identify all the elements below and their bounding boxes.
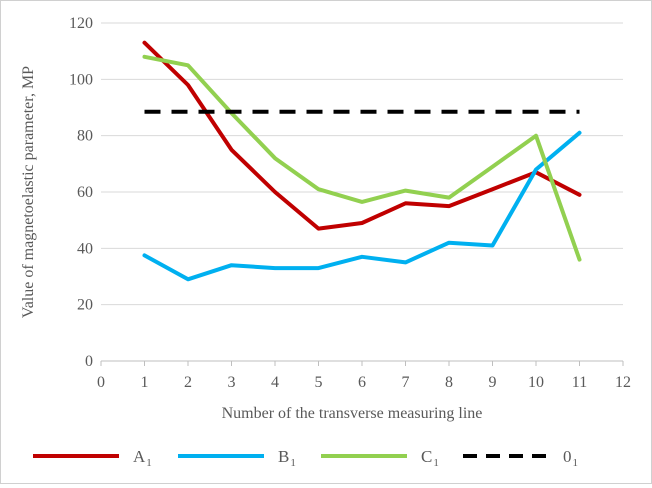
series-line-B1 — [142, 130, 582, 282]
x-tick-label: 7 — [402, 374, 410, 391]
y-axis-label: Value of magnetoelastic parameter, MP — [20, 66, 37, 318]
y-tick-label: 40 — [77, 240, 93, 257]
y-tick-label: 80 — [77, 128, 93, 145]
axis-labels: Value of magnetoelastic parameter, MP Nu… — [20, 66, 482, 422]
legend-label: C1 — [421, 447, 439, 469]
series-line-C1 — [142, 54, 582, 262]
legend-label: B1 — [278, 447, 296, 469]
x-tick-label: 6 — [358, 374, 366, 391]
x-tick-label: 5 — [315, 374, 323, 391]
y-tick-label: 0 — [85, 353, 93, 370]
x-tick-label: 3 — [228, 374, 236, 391]
grid-lines — [101, 22, 623, 306]
x-tick-label: 2 — [184, 374, 192, 391]
x-tick-label: 11 — [572, 374, 587, 391]
legend: A1 B1 C1 01 — [33, 447, 578, 469]
series-line-A1 — [142, 40, 582, 231]
y-tick-label: 120 — [69, 15, 93, 32]
x-tick-label: 8 — [445, 374, 453, 391]
series-lines — [142, 40, 582, 282]
x-tick-label: 0 — [97, 374, 105, 391]
x-tick-label: 4 — [271, 374, 279, 391]
legend-label: A1 — [133, 447, 152, 469]
legend-label: 01 — [563, 447, 578, 469]
y-tick-label: 20 — [77, 297, 93, 314]
x-axis-label: Number of the transverse measuring line — [222, 405, 483, 422]
y-tick-label: 60 — [77, 184, 93, 201]
x-tick-label: 1 — [141, 374, 149, 391]
x-tick-label: 12 — [615, 374, 631, 391]
x-tick-label: 10 — [528, 374, 544, 391]
x-tick-label: 9 — [489, 374, 497, 391]
y-tick-label: 100 — [69, 71, 93, 88]
